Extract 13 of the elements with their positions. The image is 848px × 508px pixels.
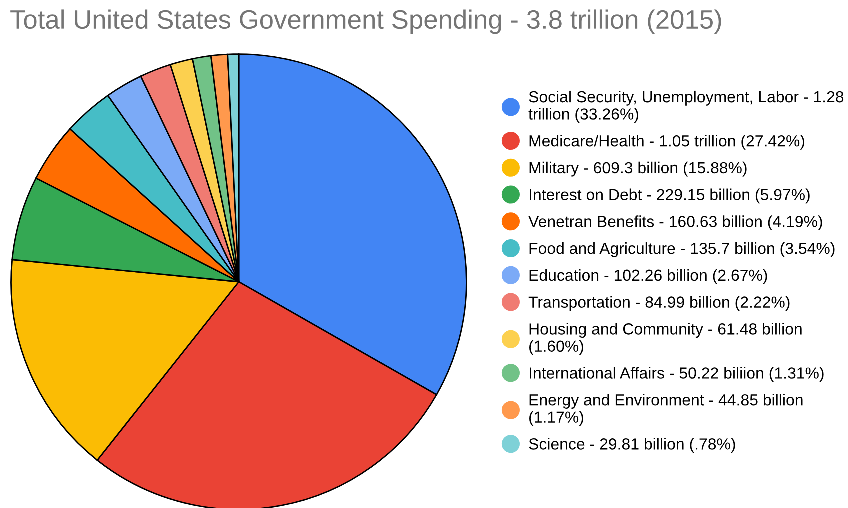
legend-label: Interest on Debt - 229.15 billion (5.97%)	[530, 188, 810, 204]
legend-label: International Affairs - 50.22 biliion (1.31%)	[530, 367, 824, 382]
legend-label: Medicare/Health - 1.05 trillion (27.42%)	[530, 135, 805, 150]
legend-label: Housing and Community - 61.48 billion (1.60%)	[530, 323, 802, 356]
legend-label: Military - 609.3 billion (15.88%)	[530, 162, 747, 177]
chart-title: Total United States Government Spending - 3.8 trillion (2015)	[10, 10, 722, 34]
legend-label: Education - 102.26 billion (2.67%)	[530, 269, 768, 284]
legend-label: Social Security, Unemployment, Labor - 1.28 trillion (33.26%)	[528, 90, 844, 124]
legend-label: Venetran Benefits - 160.63 billion (4.19%)	[528, 216, 822, 231]
legend-label: Science - 29.81 billion (.78%)	[529, 438, 736, 454]
legend-label: Transportation - 84.99 billion (2.22%)	[528, 296, 790, 312]
legend-label: Food and Agriculture - 135.7 billion (3.54%)	[530, 242, 835, 258]
legend-label: Energy and Environment - 44.85 billion (1.17%)	[530, 394, 803, 426]
